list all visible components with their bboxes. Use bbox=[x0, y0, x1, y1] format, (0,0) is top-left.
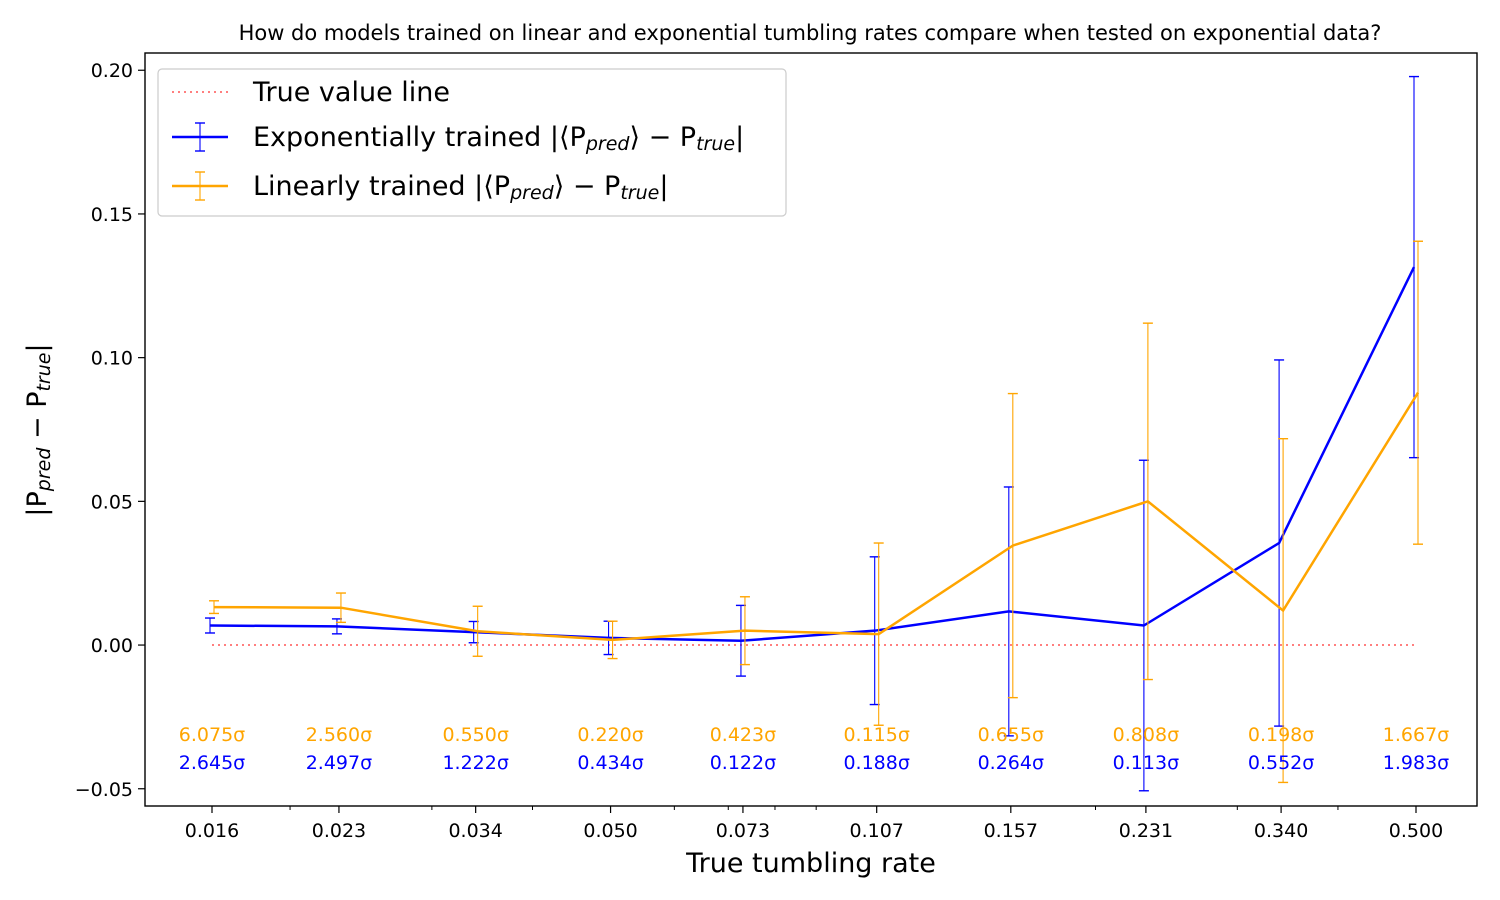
x-axis-label: True tumbling rate bbox=[685, 848, 936, 879]
y-tick-label: 0.05 bbox=[91, 491, 133, 513]
x-tick-label: 0.500 bbox=[1389, 820, 1443, 842]
legend-item: True value line bbox=[172, 77, 450, 108]
sigma-label: 0.423σ bbox=[710, 724, 776, 746]
y-tick-label: 0.20 bbox=[91, 60, 133, 82]
x-tick-label: 0.034 bbox=[448, 820, 502, 842]
legend: True value line Exponentially trained |⟨P… bbox=[157, 68, 787, 217]
legend-item: Linearly trained |⟨Ppred⟩ − Ptrue| bbox=[172, 171, 668, 204]
sigma-label: 6.075σ bbox=[179, 724, 245, 746]
sigma-label: 2.497σ bbox=[306, 752, 372, 774]
plot-frame bbox=[144, 52, 1478, 807]
x-tick-label: 0.073 bbox=[716, 820, 770, 842]
sigma-label: 0.198σ bbox=[1248, 724, 1314, 746]
x-axis: 0.016 0.023 0.034 0.050 0.073 0.107 0.157 0.231… bbox=[185, 806, 1443, 842]
sigma-label: 0.122σ bbox=[710, 752, 776, 774]
sigma-label: 0.552σ bbox=[1248, 752, 1314, 774]
y-tick-label: 0.00 bbox=[91, 635, 133, 657]
sigma-label: 1.222σ bbox=[442, 752, 508, 774]
x-tick-label: 0.107 bbox=[849, 820, 903, 842]
sigma-label: 1.983σ bbox=[1383, 752, 1449, 774]
legend-item: Exponentially trained |⟨Ppred⟩ − Ptrue| bbox=[172, 122, 744, 155]
x-tick-label: 0.231 bbox=[1119, 820, 1173, 842]
sigma-label: 0.115σ bbox=[843, 724, 909, 746]
chart-title: How do models trained on linear and expo… bbox=[239, 21, 1382, 45]
y-tick-label: 0.15 bbox=[91, 204, 133, 226]
sigma-label: 0.808σ bbox=[1113, 724, 1179, 746]
sigma-label: 2.645σ bbox=[179, 752, 245, 774]
x-tick-label: 0.340 bbox=[1254, 820, 1308, 842]
series-line bbox=[209, 266, 1416, 642]
sigma-label: 2.560σ bbox=[306, 724, 372, 746]
x-tick-label: 0.023 bbox=[312, 820, 366, 842]
legend-box bbox=[157, 68, 787, 217]
legend-label: Exponentially trained |⟨Ppred⟩ − Ptrue| bbox=[253, 122, 744, 155]
y-tick-label: −0.05 bbox=[75, 779, 133, 801]
series-linear bbox=[209, 240, 1423, 784]
sigma-label: 1.667σ bbox=[1383, 724, 1449, 746]
y-tick-label: 0.10 bbox=[91, 348, 133, 370]
x-tick-label: 0.157 bbox=[984, 820, 1038, 842]
y-axis-label: |Ppred − Ptrue| bbox=[22, 343, 55, 516]
legend-label: True value line bbox=[252, 77, 450, 108]
y-axis: −0.05 0.00 0.05 0.10 0.15 0.20 bbox=[75, 60, 145, 801]
sigma-label: 0.113σ bbox=[1113, 752, 1179, 774]
x-tick-label: 0.050 bbox=[583, 820, 637, 842]
sigma-label: 0.188σ bbox=[843, 752, 909, 774]
sigma-label: 0.550σ bbox=[442, 724, 508, 746]
sigma-label: 0.434σ bbox=[577, 752, 643, 774]
plot-area: 6.075σ 2.560σ 0.550σ 0.220σ 0.423σ 0.115σ 0.65… bbox=[179, 75, 1449, 792]
sigma-label: 0.264σ bbox=[978, 752, 1044, 774]
series-line bbox=[213, 392, 1420, 642]
legend-label: Linearly trained |⟨Ppred⟩ − Ptrue| bbox=[253, 171, 668, 204]
sigma-label: 0.220σ bbox=[577, 724, 643, 746]
x-tick-label: 0.016 bbox=[185, 820, 239, 842]
sigma-label: 0.655σ bbox=[978, 724, 1044, 746]
